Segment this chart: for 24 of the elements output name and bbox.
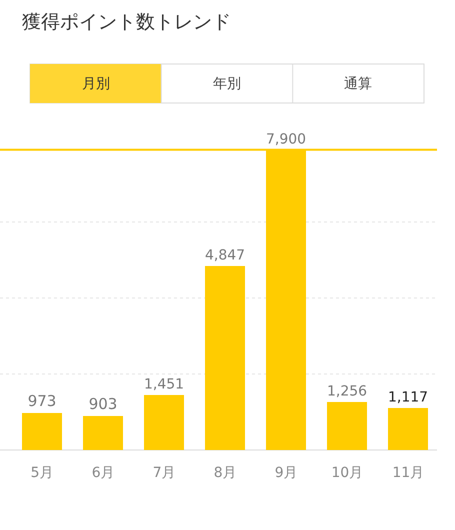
bar: [388, 408, 428, 450]
x-tick-label: 5月: [30, 465, 54, 481]
text: 通算: [344, 76, 372, 92]
data-label: 7,900: [266, 131, 306, 148]
text: 年別: [213, 76, 241, 92]
data-label: 1,256: [327, 383, 367, 400]
data-label: 1,117: [388, 389, 428, 406]
x-tick-label: 8月: [214, 465, 237, 481]
bar: [83, 416, 123, 450]
bar: [205, 266, 245, 450]
text: 月別: [82, 76, 110, 92]
data-label: 973: [28, 392, 56, 410]
bar: [327, 402, 367, 450]
bar: [144, 395, 184, 450]
data-label: 903: [88, 395, 118, 413]
x-tick-label: 7月: [152, 465, 176, 481]
data-label: 1,451: [144, 376, 184, 392]
x-tick-label: 6月: [92, 465, 115, 481]
x-tick-label: 11月: [392, 465, 424, 481]
x-tick-label: 10月: [331, 465, 364, 481]
chart-title: 獲得ポイント数トレンド: [22, 11, 231, 33]
data-label: 4,847: [205, 247, 245, 264]
x-tick-label: 9月: [274, 465, 298, 481]
bar: [22, 413, 62, 450]
